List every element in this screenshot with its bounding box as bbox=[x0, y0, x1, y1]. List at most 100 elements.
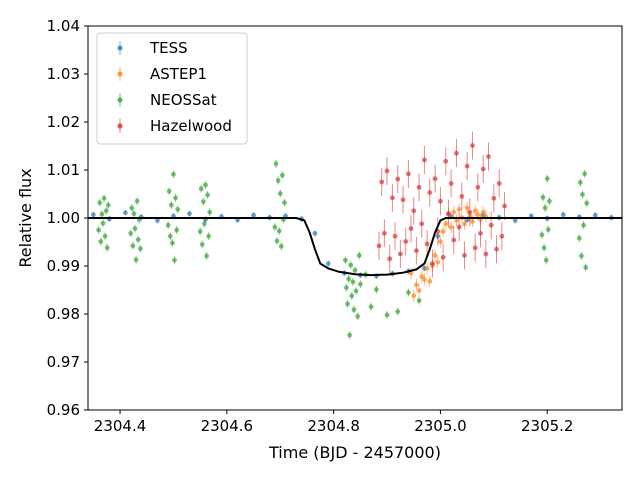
astep1-data-point bbox=[480, 209, 486, 215]
neossat-data-point bbox=[576, 235, 582, 241]
astep1-data-point bbox=[440, 229, 446, 234]
x-axis-label: Time (BJD - 2457000) bbox=[268, 443, 441, 462]
hazelwood-data-point bbox=[446, 211, 451, 217]
neossat-data-point bbox=[202, 221, 207, 227]
hazelwood-data-point bbox=[454, 150, 459, 156]
tess-data-point bbox=[155, 218, 160, 223]
neossat-data-point bbox=[200, 199, 206, 205]
neossat-data-point bbox=[279, 172, 285, 178]
neossat-data-point bbox=[344, 285, 349, 290]
y-tick-label: 1.02 bbox=[47, 113, 80, 131]
neossat-data-point bbox=[577, 180, 583, 185]
astep1-data-point bbox=[448, 224, 454, 230]
neossat-data-point bbox=[199, 242, 205, 247]
neossat-data-point bbox=[579, 253, 584, 259]
neossat-data-point bbox=[346, 276, 351, 282]
astep1-data-point bbox=[462, 221, 467, 227]
neossat-data-point bbox=[102, 233, 108, 239]
tess-data-point bbox=[187, 211, 192, 217]
neossat-data-point bbox=[203, 182, 208, 188]
astep1-data-point bbox=[435, 259, 441, 265]
neossat-data-point bbox=[543, 257, 549, 263]
tess-data-point bbox=[325, 261, 331, 266]
x-tick-label: 2304.6 bbox=[201, 417, 254, 435]
y-tick-label: 1.03 bbox=[47, 65, 80, 83]
neossat-data-point bbox=[416, 298, 422, 303]
neossat-data-point bbox=[128, 230, 134, 236]
neossat-data-point bbox=[351, 307, 357, 313]
hazelwood-data-point bbox=[411, 208, 417, 214]
neossat-data-point bbox=[168, 202, 174, 208]
neossat-data-point bbox=[355, 314, 361, 319]
hazelwood-data-point bbox=[376, 243, 382, 249]
tess-data-point bbox=[560, 212, 566, 218]
hazelwood-data-point bbox=[387, 256, 393, 262]
hazelwood-data-point bbox=[438, 198, 443, 204]
hazelwood-data-point bbox=[470, 143, 475, 148]
hazelwood-data-point bbox=[480, 166, 486, 172]
tess-data-point bbox=[122, 210, 128, 216]
neossat-data-point bbox=[276, 228, 282, 234]
neossat-data-point bbox=[98, 239, 104, 244]
hazelwood-data-point bbox=[443, 158, 449, 164]
legend-marker-astep1 bbox=[117, 71, 123, 77]
neossat-data-point bbox=[540, 194, 546, 200]
neossat-data-point bbox=[348, 262, 354, 268]
y-tick-label: 0.99 bbox=[47, 257, 80, 275]
neossat-data-point bbox=[166, 188, 172, 194]
astep1-data-point bbox=[454, 218, 459, 223]
legend-label: Hazelwood bbox=[150, 117, 232, 135]
hazelwood-data-point bbox=[502, 203, 507, 209]
hazelwood-data-point bbox=[432, 176, 438, 182]
astep1-data-point bbox=[427, 278, 433, 284]
hazelwood-data-point bbox=[427, 190, 433, 195]
hazelwood-data-point bbox=[486, 154, 491, 159]
hazelwood-data-point bbox=[408, 226, 414, 231]
y-tick-label: 1.01 bbox=[47, 161, 80, 179]
neossat-data-point bbox=[99, 211, 105, 217]
hazelwood-data-point bbox=[475, 184, 481, 190]
neossat-data-point bbox=[173, 195, 178, 201]
neossat-data-point bbox=[97, 200, 103, 206]
neossat-data-point bbox=[133, 257, 139, 263]
neossat-data-point bbox=[137, 246, 143, 252]
tess-data-point bbox=[312, 230, 318, 236]
hazelwood-data-point bbox=[381, 230, 387, 236]
neossat-data-point bbox=[350, 279, 356, 285]
hazelwood-data-point bbox=[395, 176, 401, 182]
neossat-data-point bbox=[272, 224, 278, 230]
y-tick-label: 1.00 bbox=[47, 209, 80, 227]
hazelwood-data-point bbox=[379, 179, 385, 185]
neossat-data-point bbox=[541, 245, 547, 251]
astep1-data-point bbox=[414, 282, 419, 288]
legend-box bbox=[96, 32, 248, 145]
astep1-data-point bbox=[411, 293, 417, 299]
legend-marker-hazelwood bbox=[117, 123, 123, 129]
hazelwood-data-point bbox=[459, 194, 465, 199]
neossat-data-point bbox=[282, 200, 287, 206]
neossat-data-point bbox=[172, 257, 177, 263]
astep1-data-point bbox=[416, 288, 422, 293]
tess-data-point bbox=[592, 212, 598, 218]
y-tick-label: 1.04 bbox=[47, 17, 80, 35]
series-neossat bbox=[96, 159, 590, 340]
hazelwood-data-point bbox=[424, 241, 430, 247]
hazelwood-data-point bbox=[464, 163, 470, 169]
y-axis-label: Relative flux bbox=[16, 168, 35, 267]
hazelwood-data-point bbox=[472, 245, 478, 251]
neossat-data-point bbox=[580, 192, 585, 197]
y-tick-label: 0.97 bbox=[47, 353, 80, 371]
neossat-data-point bbox=[130, 243, 136, 249]
neossat-data-point bbox=[204, 253, 209, 259]
model-curve bbox=[88, 217, 622, 277]
astep1-data-point bbox=[451, 209, 457, 215]
neossat-data-point bbox=[105, 202, 111, 208]
neossat-data-point bbox=[384, 312, 390, 318]
x-tick-label: 2304.4 bbox=[94, 417, 147, 435]
hazelwood-data-point bbox=[478, 230, 483, 236]
neossat-data-point bbox=[349, 293, 355, 299]
neossat-data-point bbox=[406, 290, 411, 295]
hazelwood-data-point bbox=[384, 168, 390, 174]
x-tick-label: 2305.2 bbox=[521, 417, 574, 435]
